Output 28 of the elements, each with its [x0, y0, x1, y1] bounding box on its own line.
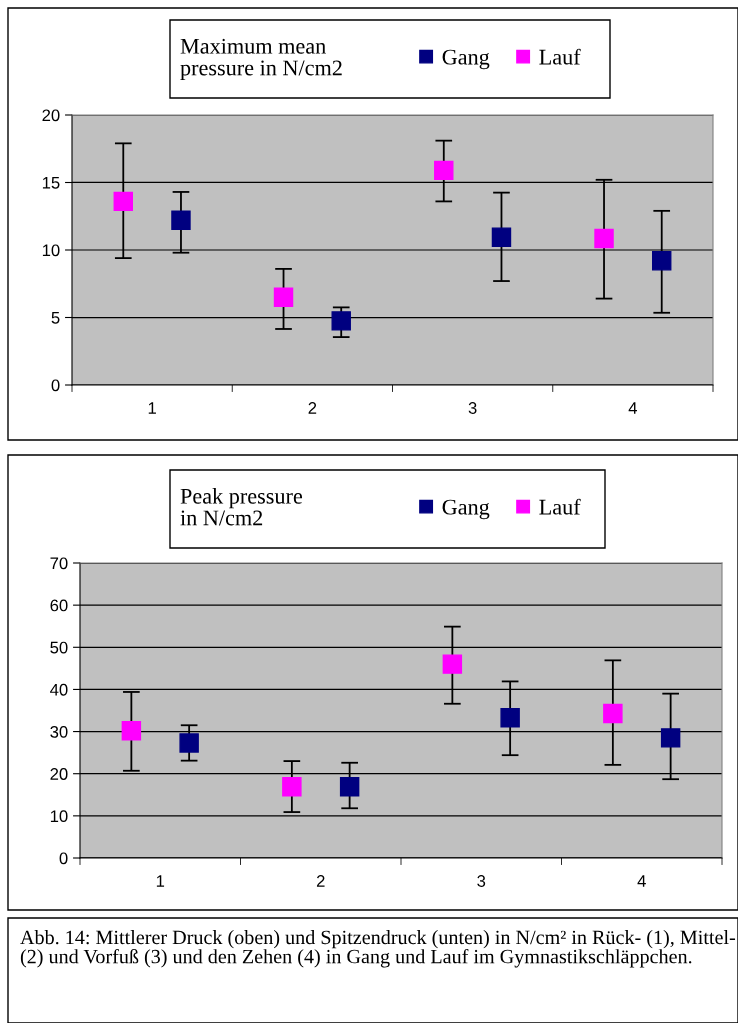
y-tick-label: 0 [59, 852, 68, 865]
legend-label: Gang [442, 49, 490, 70]
x-tick-label: 2 [316, 875, 325, 887]
y-tick-label: 50 [50, 641, 68, 654]
y-tick-label: 60 [50, 599, 68, 612]
y-tick-label: 0 [51, 379, 60, 392]
legend-title: Maximum mean pressure in N/cm2 [180, 38, 342, 80]
legend-label: Lauf [539, 48, 581, 65]
x-tick-label: 3 [468, 402, 477, 414]
y-tick-label: 40 [50, 683, 68, 696]
y-tick-label: 15 [42, 177, 60, 189]
legend-title: Peak pressure in N/cm2 [180, 488, 303, 526]
x-tick-label: 4 [637, 875, 646, 887]
y-tick-label: 10 [42, 244, 60, 257]
y-tick-label: 5 [51, 312, 60, 324]
x-tick-label: 1 [156, 875, 165, 887]
legend-label: Lauf [539, 498, 581, 515]
y-tick-label: 10 [50, 810, 68, 823]
y-tick-label: 20 [50, 768, 68, 780]
x-tick-label: 1 [148, 402, 156, 414]
caption: Abb. 14: Mittlerer Druck (oben) und Spitzendruck (unten) in N/cm² in Rück- (1), Mittel- (2) und Vorfuß (3) und den Zehen (4) in Gang und Lauf im Gymnastikschläppchen. [20, 930, 736, 968]
legend-label: Gang [442, 499, 490, 520]
x-tick-label: 3 [477, 875, 486, 887]
y-tick-label: 20 [42, 109, 60, 122]
x-tick-label: 2 [308, 402, 317, 414]
y-tick-label: 30 [50, 725, 68, 738]
x-tick-label: 4 [628, 402, 638, 414]
y-tick-label: 70 [50, 557, 68, 570]
